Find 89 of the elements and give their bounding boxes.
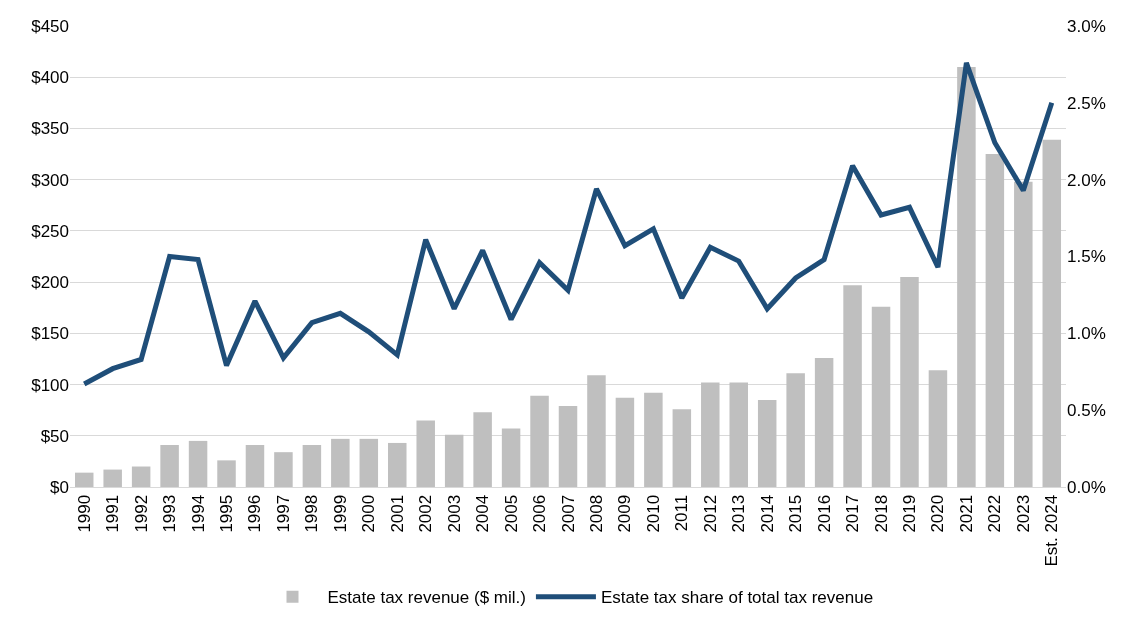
x-tick-label: 2020 bbox=[928, 494, 948, 533]
bar bbox=[1042, 139, 1062, 487]
y-tick-label: $200 bbox=[31, 273, 69, 293]
x-tick-label: 1995 bbox=[217, 494, 237, 533]
x-tick-label: 2016 bbox=[814, 494, 834, 533]
x-tick-label: 2006 bbox=[530, 494, 550, 533]
bar bbox=[615, 397, 635, 487]
x-tick-label: 2011 bbox=[672, 494, 692, 532]
x-tick-label: 2003 bbox=[444, 494, 464, 533]
x-tick-label: 2018 bbox=[871, 494, 891, 533]
x-tick-label: 2005 bbox=[501, 494, 521, 533]
y-tick-label: $350 bbox=[31, 119, 69, 139]
bar bbox=[871, 306, 891, 487]
x-tick-label: 1998 bbox=[302, 494, 322, 533]
x-tick-label: 1997 bbox=[273, 494, 293, 533]
y-tick-label: $450 bbox=[31, 16, 69, 36]
x-tick-label: 2012 bbox=[700, 494, 720, 533]
y2-tick-label: 3.0% bbox=[1067, 16, 1106, 36]
bar bbox=[530, 395, 549, 487]
x-tick-label: 1996 bbox=[245, 494, 265, 533]
x-tick-label: 2019 bbox=[900, 494, 920, 533]
bar bbox=[587, 375, 606, 487]
x-tick-label: 1992 bbox=[131, 494, 151, 533]
y2-tick-label: 1.0% bbox=[1067, 324, 1106, 344]
bar bbox=[388, 442, 407, 487]
bar bbox=[757, 399, 777, 487]
bar bbox=[558, 406, 578, 487]
y-tick-label: $300 bbox=[31, 170, 69, 190]
y2-tick-label: 2.5% bbox=[1067, 93, 1106, 113]
x-tick-label: 2009 bbox=[615, 494, 635, 533]
bar bbox=[359, 438, 379, 487]
bar bbox=[473, 412, 492, 487]
bar bbox=[814, 357, 834, 487]
bar bbox=[160, 445, 179, 487]
y-tick-label: $400 bbox=[31, 68, 69, 88]
bar bbox=[928, 370, 948, 487]
bar bbox=[644, 392, 663, 487]
bar bbox=[957, 66, 976, 487]
x-tick-label: 1999 bbox=[330, 494, 350, 533]
y-tick-label: $150 bbox=[31, 324, 69, 344]
x-tick-label: 1994 bbox=[188, 494, 208, 533]
x-tick-label: 2023 bbox=[1013, 494, 1033, 533]
x-tick-label: 2013 bbox=[729, 494, 749, 533]
y-tick-label: $100 bbox=[31, 375, 69, 395]
bar bbox=[900, 276, 919, 487]
y-tick-label: $0 bbox=[50, 477, 69, 497]
x-tick-label: 2022 bbox=[985, 494, 1005, 533]
bar bbox=[131, 466, 151, 487]
bar bbox=[103, 469, 122, 487]
y-tick-label: $50 bbox=[40, 426, 69, 446]
x-tick-label: 2014 bbox=[757, 494, 777, 533]
x-tick-label: 2007 bbox=[558, 494, 578, 533]
x-tick-label: 2001 bbox=[387, 494, 407, 533]
bar bbox=[843, 285, 862, 487]
legend-label: Estate tax share of total tax revenue bbox=[600, 588, 874, 608]
bar bbox=[444, 434, 464, 487]
bar bbox=[416, 420, 435, 487]
bar bbox=[501, 428, 521, 487]
bar bbox=[274, 452, 293, 487]
bar bbox=[74, 472, 94, 487]
y2-tick-label: 0.0% bbox=[1067, 477, 1106, 497]
y-tick-label: $250 bbox=[31, 221, 69, 241]
x-tick-label: 2015 bbox=[786, 494, 806, 533]
x-tick-label: 1991 bbox=[103, 494, 123, 533]
bar bbox=[701, 382, 720, 487]
bar bbox=[302, 445, 322, 487]
bar bbox=[188, 440, 208, 487]
bar bbox=[217, 460, 236, 487]
bar bbox=[786, 373, 805, 487]
y2-tick-label: 0.5% bbox=[1067, 401, 1106, 421]
x-tick-label: 1990 bbox=[74, 494, 94, 533]
x-tick-label: 2004 bbox=[473, 494, 493, 533]
bar bbox=[331, 438, 350, 487]
x-tick-label: 2021 bbox=[956, 494, 976, 533]
bar bbox=[1014, 181, 1033, 487]
y2-tick-label: 2.0% bbox=[1067, 170, 1106, 190]
bar bbox=[245, 445, 265, 487]
x-tick-label: 2002 bbox=[416, 494, 436, 533]
legend-label: Estate tax revenue ($ mil.) bbox=[327, 588, 526, 608]
y2-tick-label: 1.5% bbox=[1067, 247, 1106, 267]
bar bbox=[729, 382, 748, 487]
x-tick-label: Est. 2024 bbox=[1042, 494, 1062, 567]
bar bbox=[985, 154, 1005, 487]
x-tick-label: 2008 bbox=[586, 494, 606, 533]
x-tick-label: 1993 bbox=[160, 494, 180, 533]
x-tick-label: 2010 bbox=[643, 494, 663, 533]
bar bbox=[672, 409, 692, 487]
x-tick-label: 2017 bbox=[843, 494, 863, 533]
x-tick-label: 2000 bbox=[359, 494, 379, 533]
